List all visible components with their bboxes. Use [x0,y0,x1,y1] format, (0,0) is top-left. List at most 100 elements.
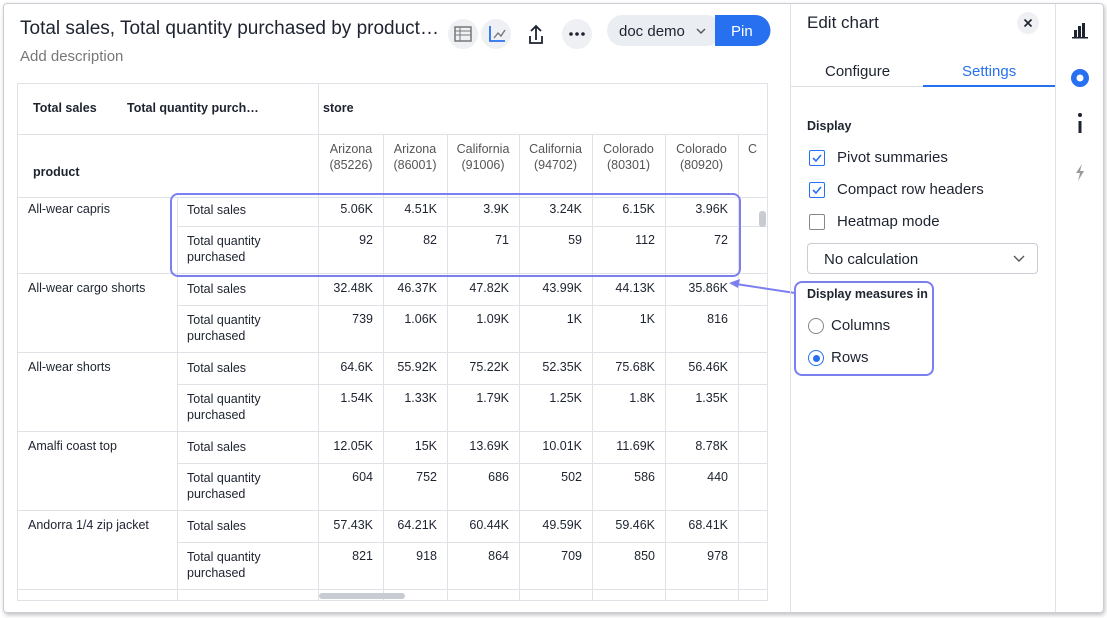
column-name: California [519,141,592,157]
radio-label[interactable]: Rows [831,349,869,366]
dropdown-value[interactable]: No calculation [824,251,918,268]
divider [177,226,767,227]
cell-value: 978 [665,549,728,563]
column-code: (80301) [592,157,665,173]
column-label: C [748,141,768,157]
divider [18,197,767,198]
column-code: (85226) [319,157,383,173]
measure-header: Total quantity purch… [127,101,259,115]
worksheet[interactable]: doc demo [619,23,685,40]
column-name: Colorado [592,141,665,157]
scrollbar-thumb[interactable] [319,593,405,599]
table-button[interactable] [448,19,478,49]
tab[interactable]: Settings [962,63,1016,80]
cell-value: 55.92K [383,360,437,374]
column-label: Arizona(85226) [319,141,383,173]
cell-value: 709 [519,549,582,563]
divider [177,431,767,432]
cell-value: 57.43K [319,518,373,532]
divider [738,134,739,600]
column-header: store [323,101,354,115]
cell-value: 44.13K [592,281,655,295]
cell-value: 71 [447,233,509,247]
checkbox[interactable] [809,214,825,230]
cell-value: 604 [319,470,373,484]
panel-title: Edit chart [807,13,879,33]
cell-value: 11.69K [592,439,655,453]
cell-value: 686 [447,470,509,484]
cell-value: 1K [519,312,582,326]
cell-value: 72 [665,233,728,247]
title[interactable]: Total sales, Total quantity purchased by… [20,18,439,40]
cell-value: 816 [665,312,728,326]
group-title: Display measures in [807,287,928,301]
checkbox-label[interactable]: Heatmap mode [837,213,940,230]
divider [177,463,767,464]
column-code: (80920) [665,157,738,173]
scrollbar-thumb[interactable] [759,211,766,227]
measure-label: Total quantity purchased [187,470,287,502]
radio[interactable] [808,318,824,334]
share-button[interactable] [530,26,542,43]
cell-value: 1K [592,312,655,326]
cell-value: 3.9K [447,202,509,216]
icon-rail [1055,4,1104,612]
checkbox[interactable] [809,182,825,198]
product: All-wear cargo shorts [28,281,145,295]
product: Andorra 1/4 zip jacket [28,518,149,532]
divider [177,305,767,306]
cell-value: 56.46K [665,360,728,374]
divider [18,589,177,590]
column-code: (86001) [383,157,447,173]
column-name: California [447,141,519,157]
cell-value: 60.44K [447,518,509,532]
cell-value: 739 [319,312,373,326]
checkbox[interactable] [809,150,825,166]
description[interactable]: Add description [20,48,123,65]
cell-value: 864 [447,549,509,563]
cell-value: 1.33K [383,391,437,405]
divider [18,431,177,432]
radio[interactable] [808,350,824,366]
checkbox-label[interactable]: Pivot summaries [837,149,948,166]
measure-label: Total sales [187,439,287,455]
cell-value: 68.41K [665,518,728,532]
column-label: California(94702) [519,141,592,173]
cell-value: 10.01K [519,439,582,453]
cell-value: 59.46K [592,518,655,532]
cell-value: 75.68K [592,360,655,374]
close-button[interactable] [1014,10,1044,40]
divider [177,384,767,385]
checkbox-label[interactable]: Compact row headers [837,181,984,198]
cell-value: 1.8K [592,391,655,405]
divider [18,510,177,511]
pin[interactable]: Pin [731,23,753,40]
cell-value: 752 [383,470,437,484]
divider [177,273,767,274]
column-label: Colorado(80920) [665,141,738,173]
column-code: (91006) [447,157,519,173]
divider [18,134,767,135]
row-header: product [33,165,80,179]
column-label: Arizona(86001) [383,141,447,173]
cell-value: 12.05K [319,439,373,453]
cell-value: 821 [319,549,373,563]
cell-value: 1.09K [447,312,509,326]
cell-value: 1.35K [665,391,728,405]
cell-value: 1.79K [447,391,509,405]
cell-value: 46.37K [383,281,437,295]
divider [177,542,767,543]
cell-value: 64.21K [383,518,437,532]
cell-value: 586 [592,470,655,484]
tab[interactable]: Configure [825,63,890,80]
column-code: (94702) [519,157,592,173]
product: All-wear shorts [28,360,111,374]
divider [177,589,767,590]
column-name: C [748,141,768,157]
measure-header: Total sales [33,101,97,115]
cell-value: 5.06K [319,202,373,216]
chart-button[interactable] [481,19,511,49]
more-button[interactable] [562,19,592,49]
radio-label[interactable]: Columns [831,317,890,334]
screen: Total sales, Total quantity purchased by… [3,3,1104,613]
